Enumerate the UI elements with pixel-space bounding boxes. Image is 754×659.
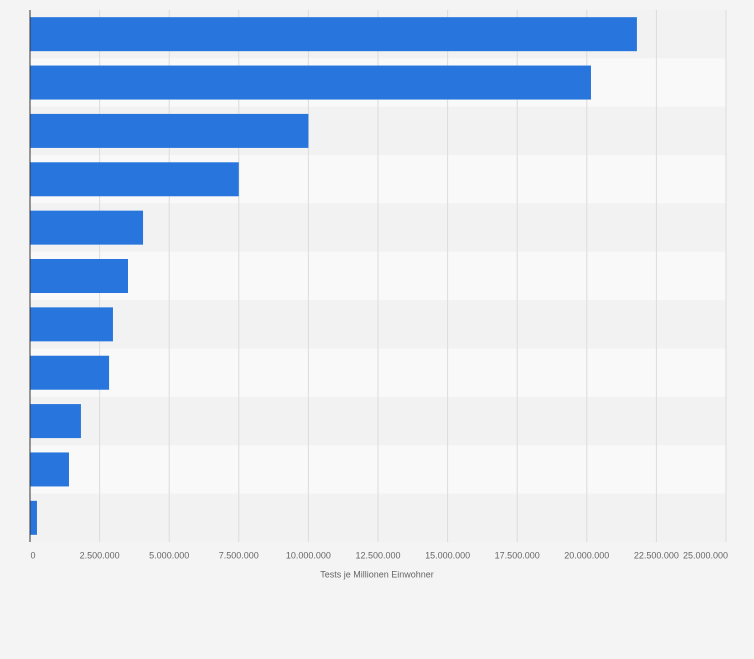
bar: [30, 259, 128, 293]
x-tick-label: 12.500.000: [355, 550, 400, 560]
bar: [30, 113, 309, 148]
x-axis-label: Tests je Millionen Einwohner: [320, 569, 434, 579]
x-tick-label: 0: [30, 550, 35, 560]
bar: [30, 355, 110, 390]
bar: [30, 17, 637, 52]
x-tick-label: 5.000.000: [149, 550, 189, 560]
x-tick-label: 25.000.000: [683, 550, 728, 560]
x-tick-label: 7.500.000: [219, 550, 259, 560]
x-tick-label: 15.000.000: [425, 550, 470, 560]
bar: [30, 210, 144, 245]
x-tick-label: 22.500.000: [634, 550, 679, 560]
bar: [30, 452, 69, 487]
x-tick-label: 10.000.000: [286, 550, 331, 560]
x-tick-label: 2.500.000: [80, 550, 120, 560]
x-tick-label: 20.000.000: [564, 550, 609, 560]
bar: [30, 404, 81, 439]
bar: [30, 500, 37, 535]
bar: [30, 162, 239, 197]
x-tick-label: 17.500.000: [495, 550, 540, 560]
bar: [30, 65, 591, 100]
bar: [30, 307, 113, 342]
